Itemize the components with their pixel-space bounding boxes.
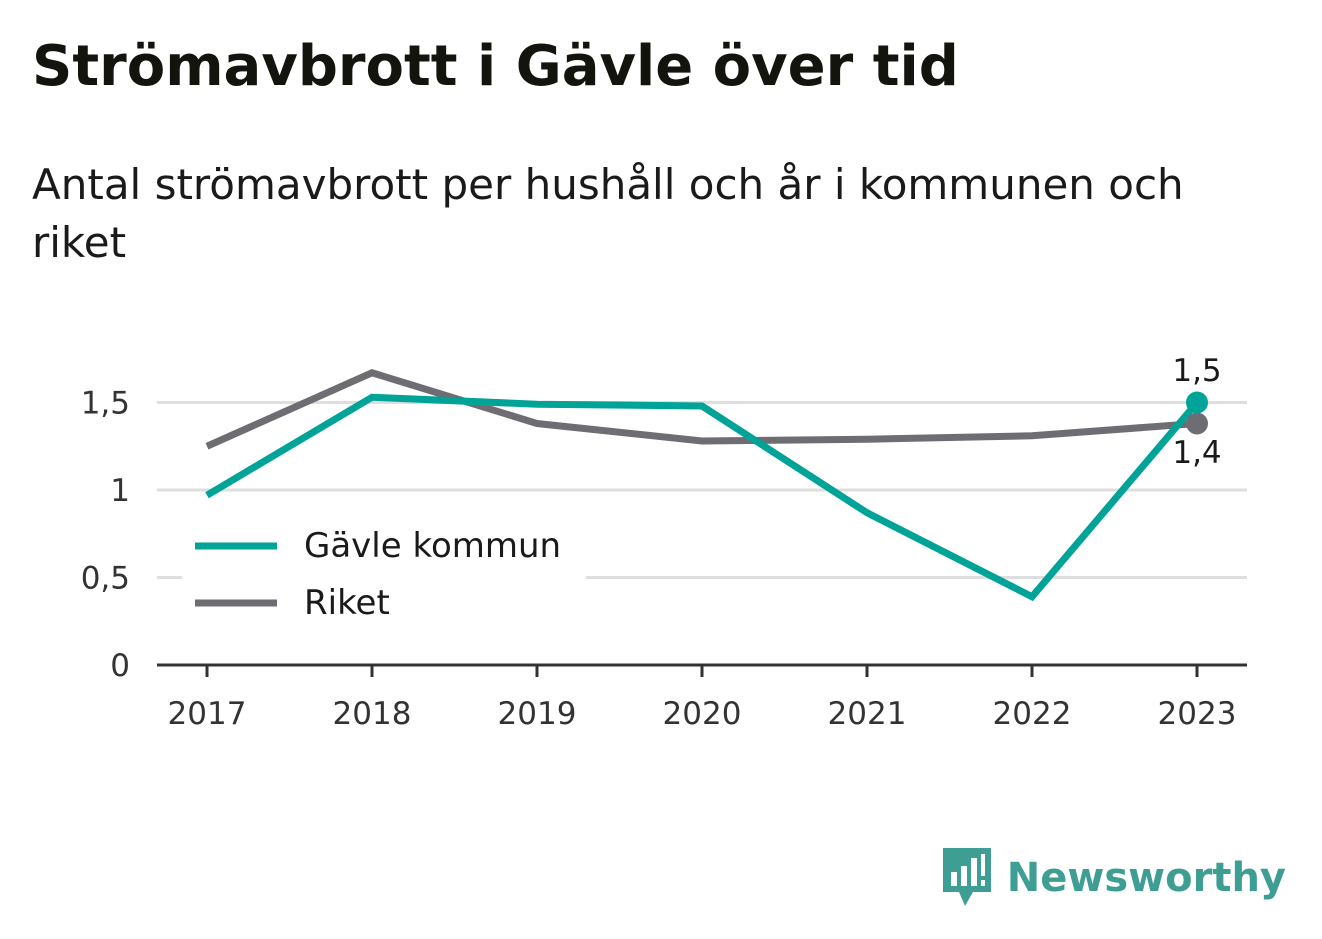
data-label-riket: 1,4 [1172,435,1221,471]
y-tick-label: 1,5 [81,386,130,422]
chart-title: Strömavbrott i Gävle över tid [32,34,959,99]
chart-subtitle: Antal strömavbrott per hushåll och år i … [32,160,1184,267]
x-tick-label: 2019 [498,696,577,732]
data-label-gavle-kommun: 1,5 [1172,353,1221,389]
brand-name: Newsworthy [1006,855,1286,901]
series-end-point-riket [1186,412,1208,435]
x-tick-label: 2023 [1158,696,1237,732]
x-tick-label: 2017 [168,696,247,732]
x-tick-label: 2018 [333,696,412,732]
x-tick-label: 2022 [993,696,1072,732]
x-tick-label: 2020 [663,696,742,732]
legend-label-riket: Riket [304,583,390,623]
series-line-riket [205,369,1198,450]
x-tick-label: 2021 [828,696,907,732]
line-chart: 0 0,5 1 1,5 2017 2018 2019 2020 2021 2022 2023 1,5 1… [81,353,1247,732]
newsworthy-logo-icon [942,848,991,906]
y-tick-label: 0,5 [81,561,130,597]
series-line-gavle-kommun [205,393,1200,602]
y-tick-label: 0 [110,648,130,684]
brand-logo: Newsworthy [942,848,1286,908]
legend-label-gavle-kommun: Gävle kommun [304,526,561,566]
y-tick-label: 1 [110,473,130,509]
series-end-point-gavle-kommun [1186,391,1208,414]
